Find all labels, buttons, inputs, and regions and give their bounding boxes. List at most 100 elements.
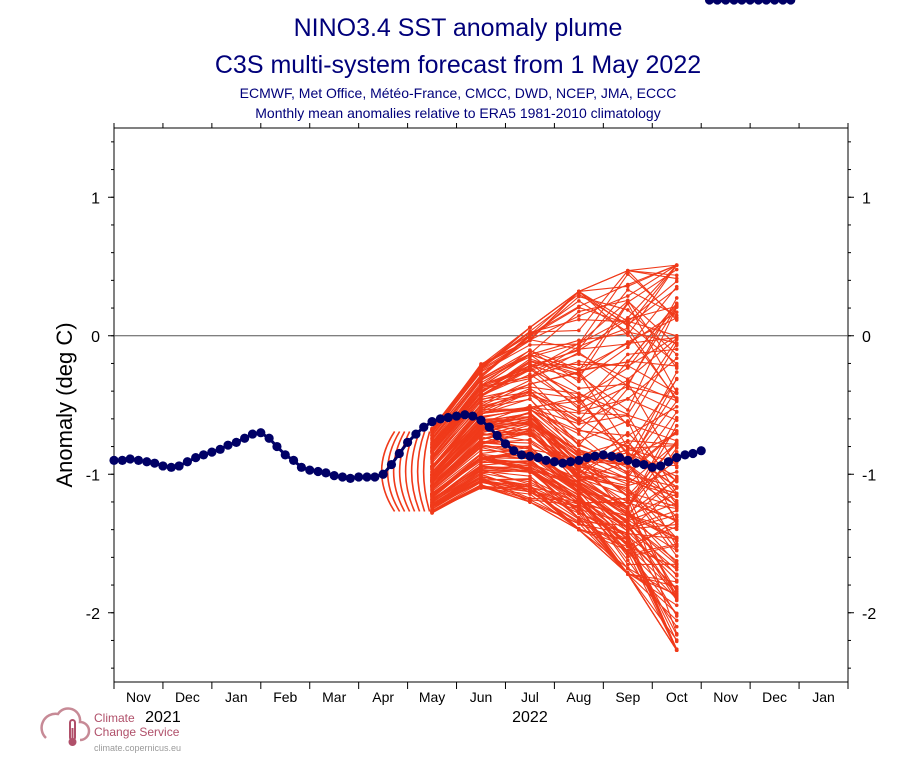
observed-point [313,466,323,477]
plume-member-point [674,565,679,570]
y-tick-label-left: 0 [91,329,100,346]
plume-start-arc [392,431,406,512]
observed-point [288,455,299,465]
plume-member-point [528,385,532,389]
plume-member-point [577,421,581,426]
observed-point [427,417,437,427]
observed-point [696,446,706,456]
observed-point [761,0,771,5]
plume-member-point [626,345,630,350]
observed-point [598,450,608,460]
observed-point [150,458,160,468]
x-month-label: Mar [322,689,346,705]
x-month-label: May [419,689,445,705]
observed-point [607,451,617,461]
observed-point [533,453,543,463]
observed-point [370,472,380,482]
plume-member-point [626,490,630,495]
plume-member-point [528,407,532,411]
observed-point [614,453,625,463]
plume-member-point [577,409,581,414]
plume-member-point [674,296,679,300]
plume-member-point [626,543,630,548]
x-year-label: 2021 [145,709,181,726]
plume-member-point [577,473,581,477]
plume-member-point [674,476,679,480]
plume-member-point [528,397,532,402]
plume-member-point [528,429,532,433]
x-month-label: Nov [126,689,151,705]
plume-member-point [430,505,434,509]
plume-member-point [577,368,581,372]
plume-member-point [528,489,532,494]
chart-title-line1: NINO3.4 SST anomaly plume [293,14,623,42]
plume-member-point [626,558,630,562]
plume-member-point [528,382,532,386]
observed-point [737,0,747,5]
observed-point [672,453,682,463]
chart-subtitle-climatology: Monthly mean anomalies relative to ERA5 … [255,105,661,121]
plume-member-point [674,450,679,454]
plume-member-point [674,390,679,395]
plume-member-point [626,510,630,514]
plume-member-point [674,263,679,267]
observed-point [394,448,404,459]
plume-member-point [674,404,679,409]
plume-member-point [479,456,483,461]
plume-member-point [674,415,679,420]
plume-member-point [674,568,679,572]
plume-member-point [577,289,581,294]
plume-member-point [626,352,630,357]
y-tick-label-left: -2 [86,606,100,623]
plume-member-point [479,384,483,389]
y-axis-label: Anomaly (deg C) [52,322,77,487]
plume-member-point [528,411,532,416]
observed-point [647,462,657,472]
observed-point [280,450,290,460]
observed-point [541,455,551,465]
observed-point [500,439,511,449]
observed-point [264,433,274,443]
observed-point [745,0,755,5]
plume-member-point [430,475,434,479]
plume-member-line [431,486,678,651]
plume-member-point [577,511,581,515]
chart-subtitle-models: ECMWF, Met Office, Météo-France, CMCC, D… [239,85,677,101]
plume-member-point [577,376,581,381]
plume-member-point [430,428,434,432]
observed-point [558,458,568,468]
plume-member-point [430,453,434,458]
observed-point [362,472,372,482]
plume-member-point [626,505,630,509]
x-month-label: Jun [470,689,493,705]
plume-member-point [626,430,630,435]
plume-member-point [626,549,630,554]
x-month-label: Feb [273,689,297,705]
observed-point [688,448,698,459]
observed-point [753,0,764,5]
y-tick-label-left: -1 [86,467,100,484]
plume-member-point [674,648,679,652]
plume-member-point [674,334,679,338]
plume-member-point [528,329,532,334]
plume-member-line [431,477,678,650]
observed-point [166,462,176,472]
plume-member-point [674,603,679,608]
observed-point [590,451,600,461]
observed-point [680,450,690,460]
plume-member-point [674,438,679,443]
plume-member-point [626,483,630,488]
plume-member-point [577,362,581,367]
observed-point [655,461,666,471]
plume-member-point [528,352,532,357]
plume-member-point [674,562,679,567]
plume-member-point [577,439,581,443]
observed-point [778,0,788,5]
plume-start-arc [422,431,431,512]
plume-member-point [528,497,532,502]
plume-member-point [528,343,532,347]
observed-point [240,433,250,443]
plume-member-point [430,485,434,490]
plume-member-point [674,267,679,272]
plume-member-point [479,437,483,442]
